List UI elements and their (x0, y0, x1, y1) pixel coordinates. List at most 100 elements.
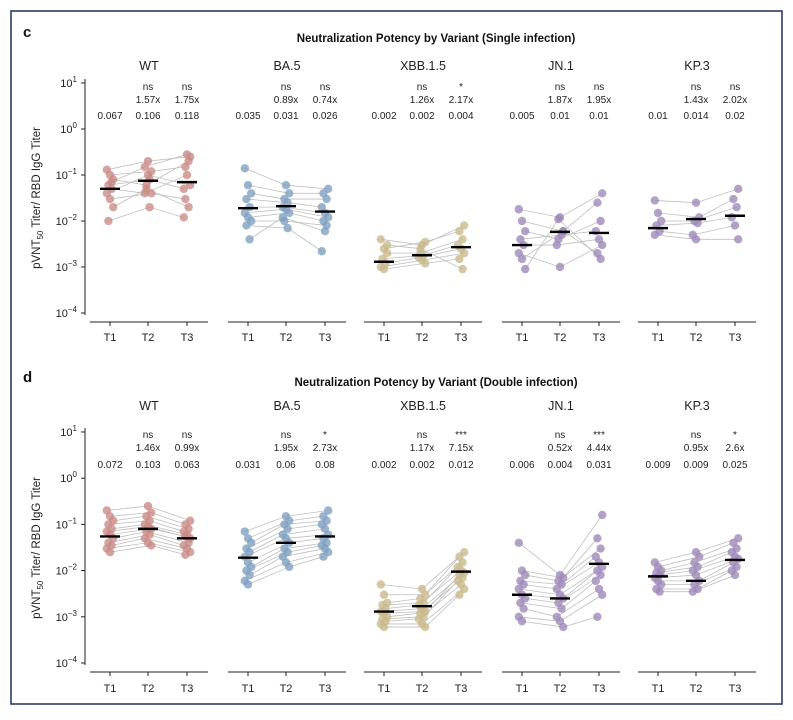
data-point (243, 580, 253, 589)
fold-change-label: 1.57x (136, 95, 160, 106)
data-point (598, 510, 607, 520)
geomean-label: 0.02 (725, 111, 745, 122)
geomean-label: 0.031 (273, 111, 298, 122)
y-tick-label: 100 (60, 121, 77, 136)
data-point (591, 576, 600, 586)
y-tick-label: 10−3 (56, 609, 78, 624)
x-tick-label: T2 (690, 683, 703, 695)
data-point (179, 184, 188, 194)
data-point (460, 248, 469, 258)
variant-title: BA.5 (273, 59, 300, 73)
x-tick-label: T3 (593, 332, 606, 344)
data-point (320, 227, 330, 236)
panel-letter: d (23, 369, 32, 386)
geomean-label: 0.118 (175, 111, 200, 122)
facet-jn-1: JN.1 0.006 ns 0.52x 0.004 *** 4.44x 0.031 T1 T2 T3 (502, 399, 620, 695)
geomean-label: 0.006 (509, 460, 534, 471)
x-tick-label: T1 (378, 332, 391, 344)
fold-change-label: 4.44x (587, 443, 611, 454)
facet-jn-1: JN.1 0.005 ns 1.87x 0.01 ns 1.95x 0.01 T1 T2 T3 (502, 59, 620, 344)
data-point (283, 223, 292, 233)
y-tick-label: 101 (60, 75, 77, 90)
x-tick-label: T1 (516, 332, 529, 344)
fold-change-label: 1.26x (410, 95, 434, 106)
data-point (181, 550, 190, 559)
variant-title: KP.3 (684, 399, 710, 413)
chart-title: Neutralization Potency by Variant (Doubl… (294, 377, 577, 389)
data-point (324, 506, 333, 515)
geomean-label: 0.01 (550, 111, 570, 122)
geomean-label: 0.014 (683, 111, 708, 122)
x-tick-label: T2 (554, 683, 567, 695)
data-point (182, 150, 192, 159)
facet-xbb-1-5: XBB.1.5 0.002 ns 1.26x 0.002 * 2.17x 0.004 T1 T2 T… (364, 59, 482, 344)
x-tick-label: T2 (554, 332, 567, 344)
significance-label: * (459, 82, 463, 93)
y-tick-label: 10−2 (56, 213, 78, 228)
x-tick-label: T2 (690, 332, 703, 344)
fold-change-label: 2.73x (313, 443, 337, 454)
significance-label: ns (691, 82, 702, 93)
y-axis-label: pVNT50 Titer/ RBD IgG Titer (31, 127, 45, 269)
geomean-label: 0.063 (174, 460, 199, 471)
data-point (693, 218, 702, 228)
variant-title: KP.3 (684, 59, 710, 73)
geomean-label: 0.01 (648, 111, 668, 122)
data-point (653, 208, 663, 218)
x-tick-label: T3 (455, 683, 468, 695)
data-point (379, 622, 389, 632)
significance-label: ns (320, 82, 331, 93)
geomean-label: 0.002 (409, 111, 434, 122)
significance-label: ns (417, 82, 428, 93)
data-point (695, 552, 704, 561)
data-point (143, 501, 153, 511)
fold-change-label: 0.89x (274, 95, 298, 106)
geomean-label: 0.072 (97, 460, 122, 471)
geomean-label: 0.01 (589, 111, 609, 122)
geomean-label: 0.031 (235, 460, 260, 471)
data-point (458, 235, 467, 244)
facet-wt: WT 0.072 ns 1.46x 0.103 ns 0.99x 0.063 T1 T2 T3 (90, 399, 208, 695)
data-point (242, 221, 251, 230)
data-point (105, 548, 115, 557)
data-point (460, 221, 469, 230)
variant-title: JN.1 (548, 59, 574, 73)
geomean-label: 0.106 (135, 111, 160, 122)
significance-label: ns (143, 430, 154, 441)
geomean-label: 0.06 (276, 460, 296, 471)
data-point (240, 164, 249, 173)
data-point (242, 194, 251, 204)
data-point (559, 622, 568, 632)
data-point (655, 587, 664, 596)
variant-title: WT (139, 59, 159, 73)
significance-label: * (733, 430, 737, 441)
data-point (596, 570, 605, 580)
data-point (245, 235, 254, 244)
variant-title: WT (139, 399, 159, 413)
x-tick-label: T2 (280, 683, 293, 695)
x-tick-label: T1 (242, 332, 255, 344)
significance-label: ns (281, 82, 292, 93)
geomean-label: 0.08 (315, 460, 335, 471)
data-point (727, 213, 736, 222)
data-point (182, 170, 192, 180)
data-point (421, 622, 430, 632)
data-point (147, 541, 156, 550)
panel-d: d Neutralization Potency by Variant (Doub… (23, 369, 756, 695)
data-point (243, 181, 253, 190)
fold-change-label: 7.15x (449, 443, 473, 454)
significance-label: ns (594, 82, 605, 93)
data-point (514, 205, 523, 214)
data-point (109, 202, 118, 212)
data-point (416, 244, 425, 253)
x-tick-label: T2 (280, 332, 293, 344)
x-tick-label: T2 (142, 683, 155, 695)
data-point (455, 254, 464, 264)
x-tick-label: T1 (378, 683, 391, 695)
data-point (691, 235, 701, 244)
x-tick-label: T3 (181, 683, 194, 695)
panel-letter: c (23, 24, 31, 41)
geomean-label: 0.002 (409, 460, 434, 471)
significance-label: ns (691, 430, 702, 441)
data-point (593, 612, 602, 621)
